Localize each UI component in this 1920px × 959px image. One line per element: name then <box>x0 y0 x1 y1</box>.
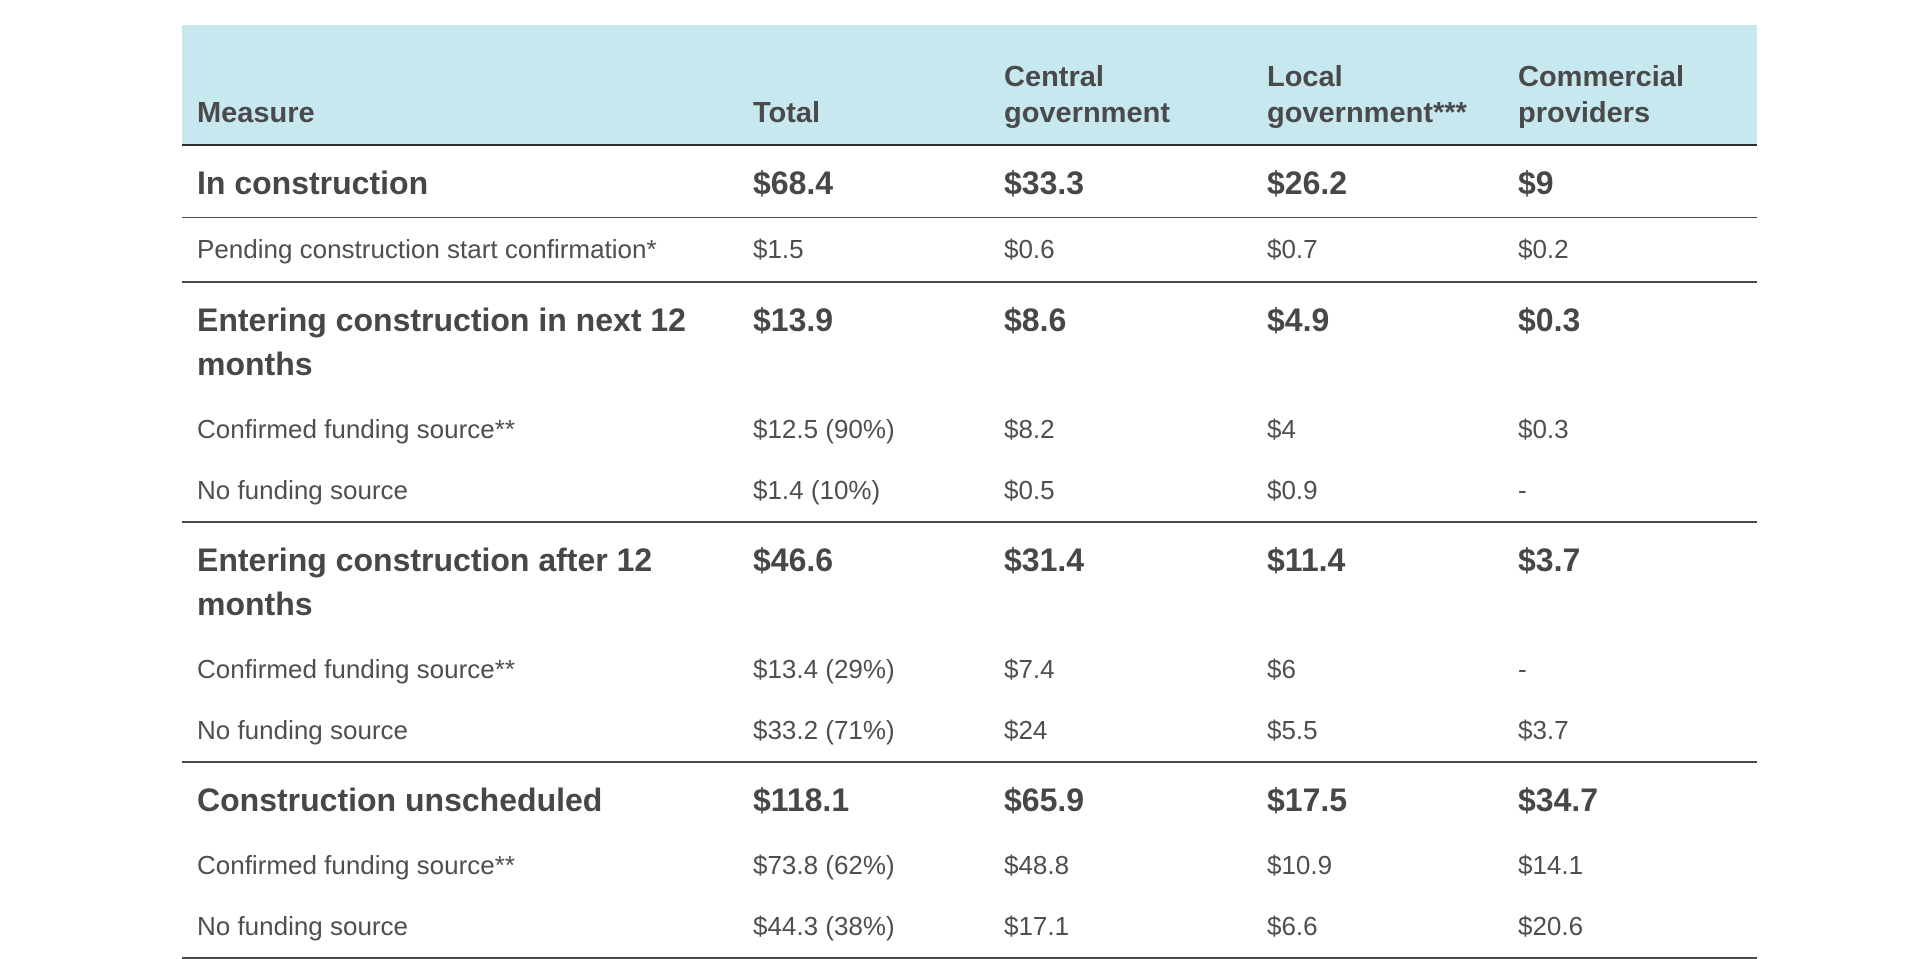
cell-local: $5.5 <box>1252 700 1503 763</box>
cell-central: $8.2 <box>1004 413 1055 444</box>
table-row-next-12-months: Entering construction in next 12 months … <box>182 282 1757 398</box>
cell-local: $0.9 <box>1252 460 1503 523</box>
funding-table-container: Measure Total Central government Local gov… <box>182 25 1757 959</box>
cell-local: $17.5 <box>1267 782 1348 818</box>
cell-central: $65.9 <box>1004 782 1085 818</box>
cell-central: $7.4 <box>1004 653 1055 684</box>
row-label: Confirmed funding source** <box>197 849 515 880</box>
cell-local: $6.6 <box>1252 896 1503 959</box>
table-row-in-construction: In construction $68.4 $33.3 $26.2 $9 <box>182 145 1757 218</box>
table-row-next-12-confirmed: Confirmed funding source** $12.5 (90%) $… <box>182 398 1757 460</box>
row-label: No funding source <box>182 700 738 763</box>
cell-commercial: $14.1 <box>1518 849 1584 880</box>
row-label: Construction unscheduled <box>197 782 603 818</box>
row-label: Pending construction start confirmation* <box>182 217 738 283</box>
cell-local: $4.9 <box>1267 302 1330 338</box>
table-row-after-12-no-funding: No funding source $33.2 (71%) $24 $5.5 $… <box>182 700 1757 763</box>
cell-local: $11.4 <box>1267 542 1346 578</box>
table-header-row: Measure Total Central government Local gov… <box>182 25 1757 146</box>
cell-central: $0.5 <box>989 460 1252 523</box>
cell-local: $0.7 <box>1252 217 1503 283</box>
table-row-unscheduled-no-funding: No funding source $44.3 (38%) $17.1 $6.6… <box>182 896 1757 959</box>
cell-commercial: $0.3 <box>1518 302 1581 338</box>
row-label: Entering construction after 12 months <box>197 542 653 622</box>
cell-total: $73.8 (62%) <box>753 849 895 880</box>
cell-total: $33.2 (71%) <box>738 700 989 763</box>
table-row-unscheduled: Construction unscheduled $118.1 $65.9 $1… <box>182 762 1757 834</box>
table-row-next-12-no-funding: No funding source $1.4 (10%) $0.5 $0.9 - <box>182 460 1757 523</box>
cell-total: $46.6 <box>753 542 834 578</box>
cell-central: $0.6 <box>989 217 1252 283</box>
table-row-unscheduled-confirmed: Confirmed funding source** $73.8 (62%) $… <box>182 834 1757 896</box>
row-label: No funding source <box>182 460 738 523</box>
cell-local: $4 <box>1267 413 1296 444</box>
cell-central: $17.1 <box>989 896 1252 959</box>
cell-total: $1.5 <box>738 217 989 283</box>
table-row-after-12-months: Entering construction after 12 months $4… <box>182 522 1757 638</box>
cell-total: $12.5 (90%) <box>753 413 895 444</box>
cell-central: $31.4 <box>1004 542 1085 578</box>
row-label: In construction <box>182 145 738 218</box>
row-label: Entering construction in next 12 months <box>197 302 686 382</box>
cell-total: $13.9 <box>753 302 834 338</box>
cell-central: $48.8 <box>1004 849 1070 880</box>
cell-central: $8.6 <box>1004 302 1067 338</box>
cell-commercial: $34.7 <box>1518 782 1599 818</box>
cell-commercial: $9 <box>1503 145 1757 218</box>
header-measure: Measure <box>182 25 738 146</box>
table-row-pending-confirmation: Pending construction start confirmation*… <box>182 217 1757 283</box>
funding-table: Measure Total Central government Local gov… <box>182 25 1757 959</box>
cell-central: $24 <box>989 700 1252 763</box>
cell-commercial: $3.7 <box>1518 542 1581 578</box>
row-label: Confirmed funding source** <box>197 413 515 444</box>
cell-commercial: $3.7 <box>1503 700 1757 763</box>
header-local-government: Local government*** <box>1252 25 1503 146</box>
row-label: No funding source <box>182 896 738 959</box>
cell-local: $10.9 <box>1267 849 1333 880</box>
cell-commercial: - <box>1503 460 1757 523</box>
cell-local: $26.2 <box>1252 145 1503 218</box>
cell-commercial: - <box>1518 653 1527 684</box>
cell-central: $33.3 <box>989 145 1252 218</box>
cell-commercial: $0.3 <box>1518 413 1569 444</box>
cell-total: $13.4 (29%) <box>753 653 895 684</box>
cell-total: $118.1 <box>753 782 850 818</box>
header-central-government: Central government <box>989 25 1252 146</box>
header-total: Total <box>738 25 989 146</box>
cell-commercial: $0.2 <box>1503 217 1757 283</box>
cell-local: $6 <box>1267 653 1296 684</box>
cell-commercial: $20.6 <box>1503 896 1757 959</box>
cell-total: $1.4 (10%) <box>738 460 989 523</box>
cell-total: $44.3 (38%) <box>738 896 989 959</box>
row-label: Confirmed funding source** <box>197 653 515 684</box>
header-commercial-providers: Commercial providers <box>1503 25 1757 146</box>
table-row-after-12-confirmed: Confirmed funding source** $13.4 (29%) $… <box>182 638 1757 700</box>
cell-total: $68.4 <box>738 145 989 218</box>
